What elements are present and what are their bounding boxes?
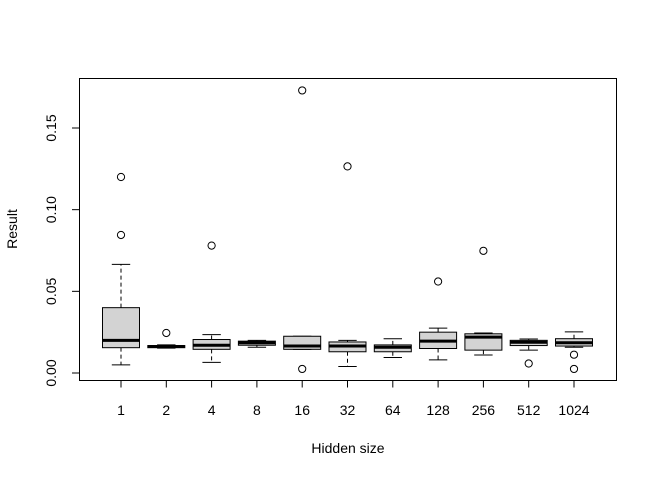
box-group-2 [147, 328, 186, 349]
x-tick-label: 4 [208, 402, 216, 418]
box-group-1024 [555, 331, 593, 374]
y-tick-label: 0.05 [43, 277, 59, 304]
y-axis: 0.00 0.05 0.10 0.15 [43, 114, 80, 387]
x-tick-label: 512 [517, 402, 541, 418]
boxes-layer [102, 86, 593, 374]
x-tick-label: 16 [294, 402, 310, 418]
y-tick-label: 0.00 [43, 359, 59, 386]
outlier-point [116, 172, 126, 182]
outlier-point [569, 350, 579, 359]
box-group-128 [419, 277, 458, 361]
box-group-8 [237, 339, 276, 348]
box-group-256 [464, 246, 503, 356]
box-group-32 [328, 162, 367, 367]
plot-frame [79, 78, 617, 381]
outlier-point [207, 241, 216, 250]
box-group-4 [192, 241, 231, 363]
outlier-point [162, 328, 171, 338]
y-axis-title: Result [4, 209, 20, 249]
x-tick-label: 2 [162, 402, 170, 418]
x-axis-title: Hidden size [311, 440, 384, 456]
x-tick-label: 1 [117, 402, 125, 418]
box-group-1 [102, 172, 140, 366]
outlier-point [479, 246, 488, 255]
outlier-point [434, 277, 443, 286]
x-tick-label: 128 [426, 402, 450, 418]
box-group-16 [283, 86, 322, 374]
x-tick-label: 256 [472, 402, 496, 418]
outlier-point [298, 364, 307, 374]
x-tick-label: 1024 [558, 402, 589, 418]
outlier-point [524, 359, 533, 368]
x-axis: 1 2 4 8 16 32 64 128 256 512 1024 [117, 380, 590, 418]
outlier-point [569, 364, 579, 374]
outlier-point [116, 230, 126, 240]
x-tick-label: 8 [253, 402, 261, 418]
y-tick-label: 0.10 [43, 196, 59, 223]
outlier-point [343, 162, 352, 171]
y-tick-label: 0.15 [43, 114, 59, 141]
box-group-64 [373, 338, 412, 358]
x-tick-label: 32 [340, 402, 356, 418]
outlier-point [298, 86, 307, 95]
x-tick-label: 64 [385, 402, 401, 418]
box-group-512 [509, 338, 548, 368]
